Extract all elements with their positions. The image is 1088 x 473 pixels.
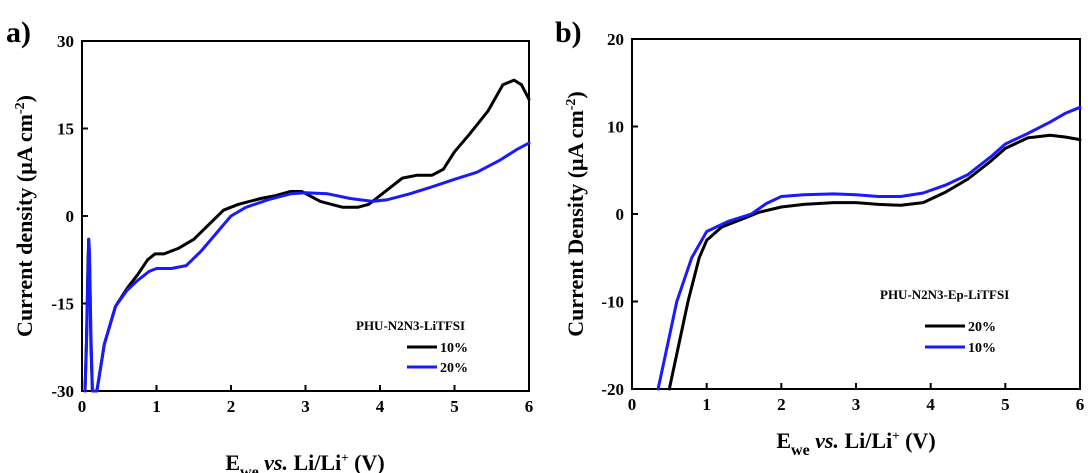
panel-b-legend: PHU-N2N3-Ep-LiTFSI 20% 10%: [880, 287, 1009, 356]
panel-a-y-axis-label: Current density (μA cm-2): [12, 95, 37, 337]
panel-a-x-tick-label: 5: [450, 397, 459, 416]
panel-b-y-tick-label: -10: [601, 293, 624, 312]
panel-a-y-tick-label: -15: [51, 295, 74, 314]
panel-a-y-tick-label: 0: [66, 207, 75, 226]
panel-b-plot-frame: [631, 38, 1081, 390]
panel-b-x-tick-label: 5: [1001, 395, 1010, 414]
panel-a-legend: PHU-N2N3-LiTFSI 10% 20%: [356, 318, 468, 376]
panel-a-x-axis-label: Ewe vs. Li/Li+ (V): [225, 450, 384, 473]
panel-b-series-line-20pct: [667, 133, 1082, 391]
panel-a-label: a): [6, 16, 31, 49]
panel-b-y-tick-label: 10: [607, 118, 624, 137]
panel-b-x-axis-label: Ewe vs. Li/Li+ (V): [776, 428, 935, 459]
panel-a-x-tick-label: 4: [376, 397, 385, 416]
panel-a-x-tick-label: 1: [152, 397, 161, 416]
panel-a: a) 0 1 2 3 4 5 6 -30 -15 0 15 30 Ewe vs. Li/Li+ (V)…: [6, 16, 533, 473]
panel-a-x-tick-label: 6: [525, 397, 534, 416]
panel-b-legend-title: PHU-N2N3-Ep-LiTFSI: [880, 287, 1009, 302]
panel-b-x-tick-label: 0: [628, 395, 637, 414]
panel-b-x-tick-label: 2: [777, 395, 786, 414]
panel-a-legend-label-0: 10%: [440, 341, 468, 356]
panel-a-y-tick-label: -30: [51, 382, 74, 401]
panel-a-plot-frame: [81, 40, 530, 392]
panel-b-series: [656, 105, 1082, 391]
panel-b: b) 0 1 2 3 4 5 6 -20 -10 0 10 20 Ewe vs. Li/Li+ (V)…: [555, 16, 1084, 459]
panel-b-y-tick-label: 20: [607, 30, 624, 49]
panel-b-y-tick-label: 0: [616, 205, 625, 224]
panel-b-x-tick-label: 6: [1076, 395, 1085, 414]
panel-a-legend-label-1: 20%: [440, 361, 468, 376]
panel-a-y-tick-label: 30: [57, 32, 74, 51]
panel-a-y-tick-label: 15: [57, 120, 74, 139]
panel-b-series-line-10pct: [656, 105, 1082, 391]
panel-a-x-tick-label: 0: [78, 397, 87, 416]
panel-b-legend-label-0: 20%: [968, 320, 996, 335]
panel-a-legend-title: PHU-N2N3-LiTFSI: [356, 318, 465, 333]
panel-b-y-axis-label: Current Density (μA cm-2): [563, 91, 588, 337]
panel-a-series-line-20pct: [83, 141, 531, 393]
panel-a-x-tick-label: 3: [301, 397, 310, 416]
panel-b-ticks: 0 1 2 3 4 5 6 -20 -10 0 10 20: [601, 30, 1084, 414]
panel-b-legend-label-1: 10%: [968, 341, 996, 356]
panel-a-x-tick-label: 2: [227, 397, 236, 416]
panel-b-x-tick-label: 4: [926, 395, 935, 414]
panel-a-ticks: 0 1 2 3 4 5 6 -30 -15 0 15 30: [51, 32, 533, 416]
panel-b-x-tick-label: 3: [852, 395, 861, 414]
panel-b-x-tick-label: 1: [702, 395, 711, 414]
panel-b-y-tick-label: -20: [601, 380, 624, 399]
panel-a-series: [83, 78, 531, 393]
panel-b-label: b): [555, 16, 582, 49]
